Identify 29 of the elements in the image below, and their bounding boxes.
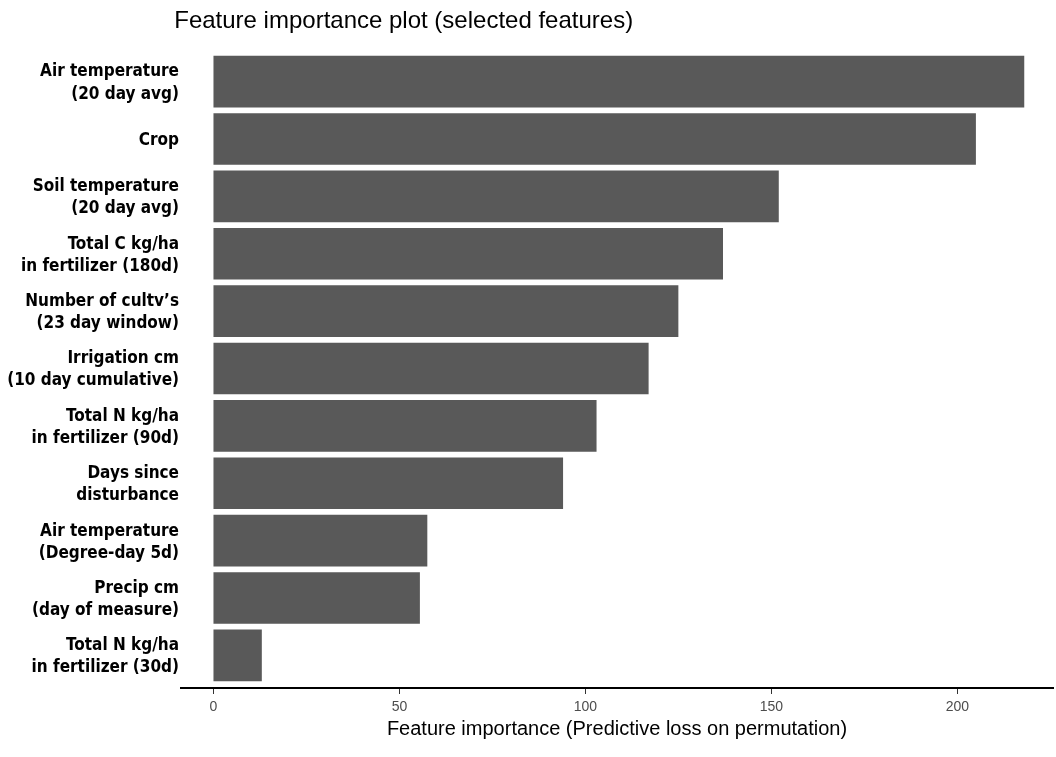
y-tick-label: Crop [138, 128, 180, 149]
bar [213, 285, 679, 337]
bar [213, 457, 564, 510]
x-tick-label: 150 [759, 697, 784, 714]
y-tick-label: Total N kg/ha in fertilizer (30d) [31, 634, 179, 677]
bar [213, 55, 1025, 108]
bar [213, 629, 262, 682]
x-tick-label: 50 [391, 697, 408, 714]
y-tick-label: Precip cm (day of measure) [31, 576, 179, 620]
bar [213, 227, 723, 280]
y-tick-label: Total C kg/ha in fertilizer (180d) [20, 232, 179, 275]
bar [213, 514, 428, 567]
x-tick-label: 100 [573, 697, 598, 714]
x-axis-title: Feature importance (Predictive loss on permutation) [386, 716, 848, 739]
y-tick-label: Irrigation cm (10 day cumulative) [7, 347, 179, 390]
y-tick-label: Total N kg/ha in fertilizer (90d) [31, 404, 179, 447]
bar [213, 400, 597, 452]
bar [213, 170, 779, 223]
y-tick-label: Number of cultv’s (23 day window) [25, 290, 179, 333]
bar [213, 342, 649, 395]
bar [213, 113, 976, 165]
chart-title: Feature importance plot (selected features) [174, 6, 634, 34]
bar [213, 572, 420, 624]
x-tick-label: 200 [945, 697, 970, 714]
y-tick-label: Air temperature (Degree-day 5d) [38, 519, 179, 562]
y-tick-label: Soil temperature (20 day avg) [32, 175, 179, 218]
y-tick-label: Days since disturbance [76, 462, 179, 505]
x-tick-label: 0 [209, 697, 218, 714]
y-tick-label: Air temperature (20 day avg) [40, 60, 179, 103]
